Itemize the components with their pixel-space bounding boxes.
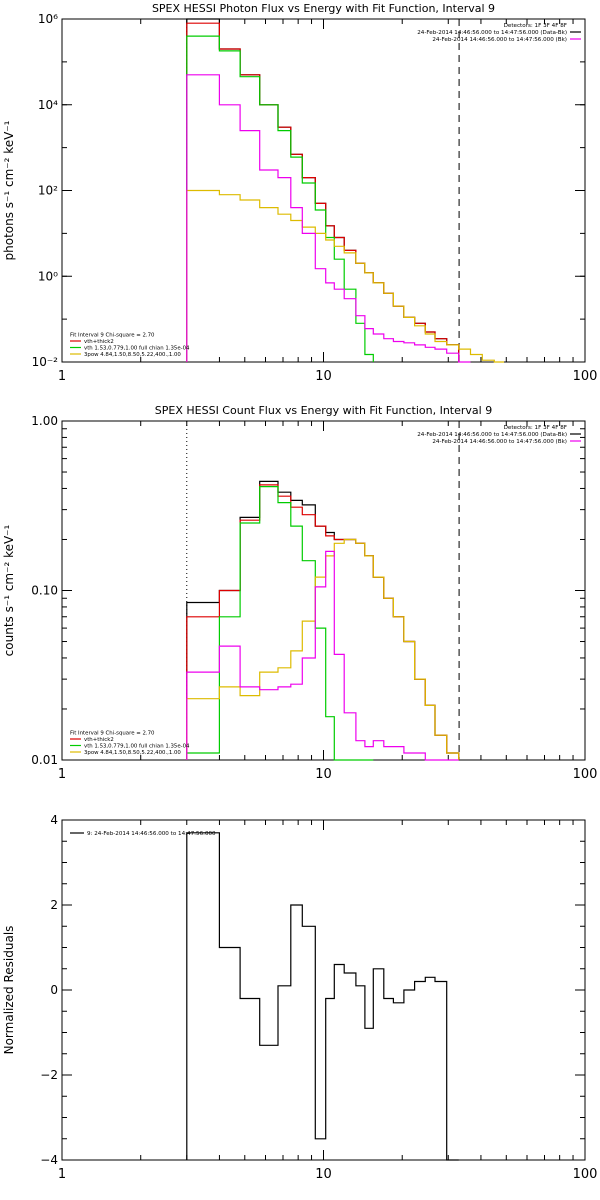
y-tick-label: 2: [50, 898, 58, 912]
count-flux-title: SPEX HESSI Count Flux vs Energy with Fit…: [155, 404, 492, 417]
photon-flux-axis-ticks: 1 10 100 10⁻² 10⁰ 10² 10⁴ 10⁶: [32, 12, 598, 384]
y-tick-label: 10⁰: [38, 269, 58, 283]
fit-legend-entry: 3pow 4.84,1.50,8.50,5.22,400.,1.00: [84, 750, 181, 756]
y-tick-label: −4: [40, 1153, 58, 1167]
x-tick-label: 1: [58, 1167, 66, 1182]
residuals-series: [186, 832, 459, 1161]
x-tick-label: 10: [315, 369, 332, 384]
photon-flux-legend-bottom-left: Fit Interval 9 Chi-square = 2.70vth+thic…: [70, 333, 190, 358]
series-3pow: [186, 189, 504, 363]
x-tick-label: 100: [573, 767, 598, 782]
series-bk: [186, 74, 471, 363]
count-flux-y-axis-label: counts s⁻¹ cm⁻² keV⁻¹: [2, 524, 16, 656]
fit-legend-entry: vth+thick2: [84, 339, 114, 345]
photon-flux-fit-range-lines: [186, 19, 460, 362]
series-residuals: [186, 832, 459, 1161]
fit-legend-entry: vth+thick2: [84, 737, 114, 743]
count-flux-legend-bottom-left: Fit Interval 9 Chi-square = 2.70vth+thic…: [70, 731, 190, 756]
series-data-bk: [186, 480, 460, 760]
y-tick-label: 10⁶: [38, 12, 58, 26]
x-tick-label: 100: [573, 369, 598, 384]
fit-legend-entry: vth 1.53,0.779,1.00 full chian 1.35e-04: [84, 346, 190, 352]
legend-entry: Detectors: 1F 3F 4F 8F: [504, 23, 567, 29]
count-flux-panel: SPEX HESSI Count Flux vs Energy with Fit…: [2, 404, 597, 782]
series-vth-thick2: [186, 484, 460, 760]
y-tick-label: 10⁴: [38, 98, 58, 112]
y-tick-label: 0.10: [31, 584, 58, 598]
y-tick-label: 10²: [38, 184, 58, 198]
y-tick-label: 10⁻²: [32, 355, 59, 369]
x-tick-label: 100: [573, 1167, 598, 1182]
x-tick-label: 1: [58, 767, 66, 782]
series-vth-thick2: [186, 22, 460, 362]
residual-legend-entry: 9: 24-Feb-2014 14:46:56.000 to 14:47:56.…: [87, 831, 216, 837]
legend-entry: 24-Feb-2014 14:46:56.000 to 14:47:56.000…: [417, 30, 567, 36]
fit-legend-entry: vth 1.53,0.779,1.00 full chian 1.35e-04: [84, 744, 190, 750]
count-flux-fit-range-lines: [186, 421, 460, 760]
fit-legend-entry: 3pow 4.84,1.50,8.50,5.22,400.,1.00: [84, 352, 181, 358]
y-tick-label: −2: [40, 1068, 58, 1082]
residuals-y-axis-label: Normalized Residuals: [2, 926, 16, 1055]
y-tick-label: 4: [50, 813, 58, 827]
count-flux-axis-ticks: 1 10 100 0.01 0.10 1.00: [31, 414, 597, 782]
series-3pow: [186, 538, 460, 760]
series-vth: [186, 35, 374, 362]
legend-entry: 24-Feb-2014 14:46:56.000 to 14:47:56.000…: [417, 432, 567, 438]
y-tick-label: 0.01: [31, 753, 58, 767]
residuals-legend: 9: 24-Feb-2014 14:46:56.000 to 14:47:56.…: [70, 831, 216, 837]
residuals-panel: Normalized Residuals 1 10 100 −4 −2 0 2 4 9: 24…: [2, 813, 597, 1182]
x-tick-label: 10: [315, 767, 332, 782]
y-tick-label: 1.00: [31, 414, 58, 428]
series-data-bk: [186, 18, 460, 362]
legend-entry: Detectors: 1F 3F 4F 8F: [504, 425, 567, 431]
count-flux-plot-frame: [61, 420, 586, 761]
legend-entry: 24-Feb-2014 14:46:56.000 to 14:47:56.000…: [432, 439, 567, 445]
series-bk: [186, 550, 459, 761]
legend-entry: 24-Feb-2014 14:46:56.000 to 14:47:56.000…: [432, 37, 567, 43]
x-tick-label: 10: [315, 1167, 332, 1182]
fit-legend-entry: Fit Interval 9 Chi-square = 2.70: [70, 731, 155, 737]
count-flux-series: [186, 480, 460, 761]
y-tick-label: 0: [50, 983, 58, 997]
fit-legend-entry: Fit Interval 9 Chi-square = 2.70: [70, 333, 155, 339]
series-vth: [186, 486, 374, 761]
photon-flux-y-axis-label: photons s⁻¹ cm⁻² keV⁻¹: [2, 120, 16, 260]
x-tick-label: 1: [58, 369, 66, 384]
residuals-axis-ticks: 1 10 100 −4 −2 0 2 4: [40, 813, 597, 1182]
photon-flux-series: [186, 18, 504, 363]
residuals-plot-frame: [61, 819, 586, 1161]
photon-flux-plot-frame: [61, 18, 586, 363]
photon-flux-title: SPEX HESSI Photon Flux vs Energy with Fi…: [152, 2, 495, 15]
photon-flux-panel: SPEX HESSI Photon Flux vs Energy with Fi…: [2, 2, 597, 384]
